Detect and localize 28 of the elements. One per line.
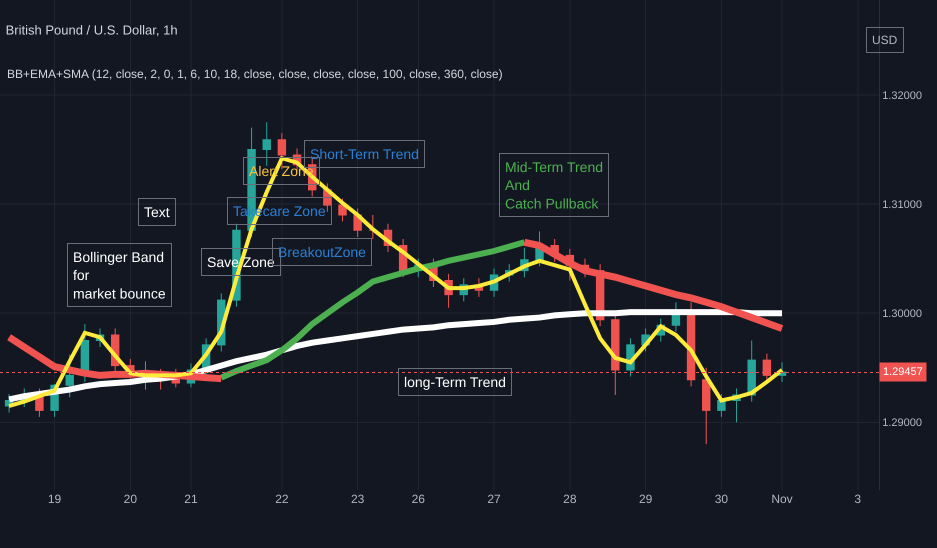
y-tick-label: 1.31000 (882, 198, 922, 211)
ref-line-label: 1.29457 (883, 366, 923, 378)
candlestick (672, 302, 680, 332)
annotation: Short-Term Trend (310, 146, 419, 162)
x-tick-label: 28 (563, 492, 577, 506)
x-tick-label: Nov (771, 492, 793, 506)
x-tick-label: 27 (487, 492, 502, 506)
annotation: Text (144, 204, 170, 220)
candlestick (262, 122, 271, 166)
annotation: Mid-Term Trend And Catch Pullback (505, 159, 604, 212)
x-tick-label: 21 (184, 492, 198, 506)
x-tick-label: 29 (638, 492, 653, 506)
y-tick-label: 1.32000 (882, 90, 922, 102)
annotation: USD (872, 33, 898, 47)
text: British Pound / U.S. Dollar, 1h (6, 22, 178, 38)
y-tick-label: 1.29000 (882, 417, 922, 430)
text: BB+EMA+SMA (12, close, 2, 0, 1, 6, 10, 18, close, close, close, close, 100, close, 360, close) (7, 67, 503, 81)
annotation: BreakoutZone (278, 244, 366, 260)
annotation: Bollinger Band for market bounce (73, 249, 166, 302)
x-tick-label: 23 (350, 492, 365, 506)
y-tick-label: 1.30000 (882, 308, 922, 320)
x-tick-label: 22 (275, 492, 289, 506)
x-tick-label: 30 (714, 492, 728, 506)
x-tick-label: 20 (124, 492, 138, 506)
annotation: long-Term Trend (404, 374, 506, 390)
x-tick-label: 3 (854, 492, 862, 506)
x-tick-label: 19 (48, 492, 62, 506)
x-tick-label: 26 (412, 492, 426, 506)
